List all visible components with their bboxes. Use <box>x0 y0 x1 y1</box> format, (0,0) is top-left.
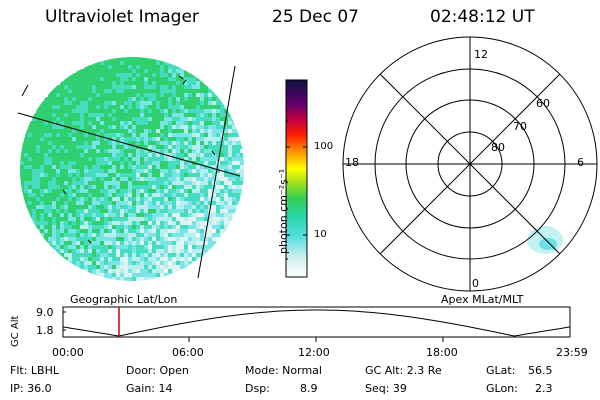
polar-plot <box>342 36 598 292</box>
geographic-title: Geographic Lat/Lon <box>70 293 178 306</box>
apex-title: Apex MLat/MLT <box>441 293 524 306</box>
info-door: Door: Open <box>126 364 189 377</box>
instrument-title: Ultraviolet Imager <box>45 7 199 27</box>
info-glon-value: 2.3 <box>535 382 553 395</box>
xtick-0000: 00:00 <box>52 346 84 359</box>
lat-label-60: 60 <box>536 97 550 110</box>
info-glon-label: GLon: <box>486 382 518 395</box>
xtick-2359: 23:59 <box>556 346 588 359</box>
info-flt: Flt: LBHL <box>10 364 59 377</box>
terminator-line <box>17 112 241 177</box>
time-label: 02:48:12 UT <box>430 7 535 27</box>
xtick-1800: 18:00 <box>426 346 458 359</box>
info-dsp-label: Dsp: <box>245 382 270 395</box>
altitude-plot <box>62 306 571 342</box>
colorbar <box>285 79 308 278</box>
colorbar-unit-label: photon cm⁻²s⁻¹ <box>277 168 290 254</box>
info-gain: Gain: 14 <box>126 382 173 395</box>
mlt-label-12: 12 <box>474 48 488 61</box>
mlt-label-0: 0 <box>472 277 479 290</box>
altitude-ytick-top: 9.0 <box>36 306 54 319</box>
info-mode: Mode: Normal <box>245 364 322 377</box>
info-dsp-value: 8.9 <box>300 382 318 395</box>
info-glat-label: GLat: <box>486 364 516 377</box>
lat-label-80: 80 <box>491 141 505 154</box>
info-gcalt: GC Alt: 2.3 Re <box>365 364 442 377</box>
xtick-1200: 12:00 <box>298 346 330 359</box>
mlt-label-18: 18 <box>345 156 359 169</box>
date-label: 25 Dec 07 <box>272 7 359 27</box>
xtick-0600: 06:00 <box>172 346 204 359</box>
meridian-line <box>197 65 236 279</box>
altitude-ylabel: GC Alt <box>10 315 21 347</box>
info-ip: IP: 36.0 <box>10 382 52 395</box>
altitude-ytick-bottom: 1.8 <box>36 324 54 337</box>
colorbar-tick-10: 10 <box>314 229 327 240</box>
info-seq: Seq: 39 <box>365 382 407 395</box>
colorbar-tick-100: 100 <box>314 141 334 152</box>
lat-label-70: 70 <box>513 120 527 133</box>
info-glat-value: 56.5 <box>528 364 553 377</box>
uv-image-disc <box>17 57 244 281</box>
mlt-label-6: 6 <box>577 156 584 169</box>
